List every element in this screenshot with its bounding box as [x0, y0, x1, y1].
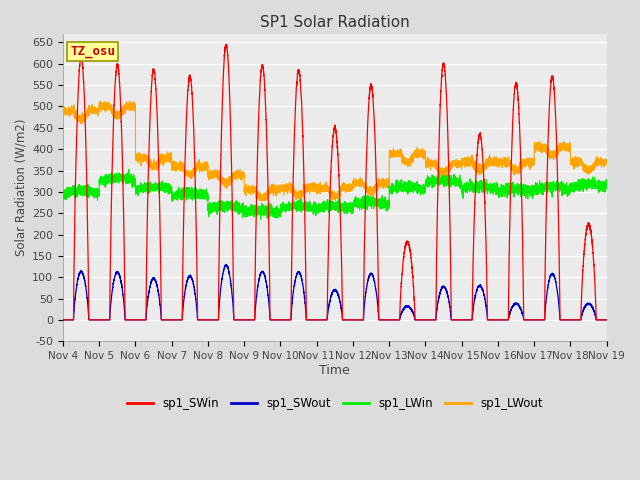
Text: TZ_osu: TZ_osu: [70, 45, 115, 58]
Y-axis label: Solar Radiation (W/m2): Solar Radiation (W/m2): [15, 119, 28, 256]
Title: SP1 Solar Radiation: SP1 Solar Radiation: [260, 15, 410, 30]
Legend: sp1_SWin, sp1_SWout, sp1_LWin, sp1_LWout: sp1_SWin, sp1_SWout, sp1_LWin, sp1_LWout: [122, 393, 547, 415]
X-axis label: Time: Time: [319, 364, 350, 377]
